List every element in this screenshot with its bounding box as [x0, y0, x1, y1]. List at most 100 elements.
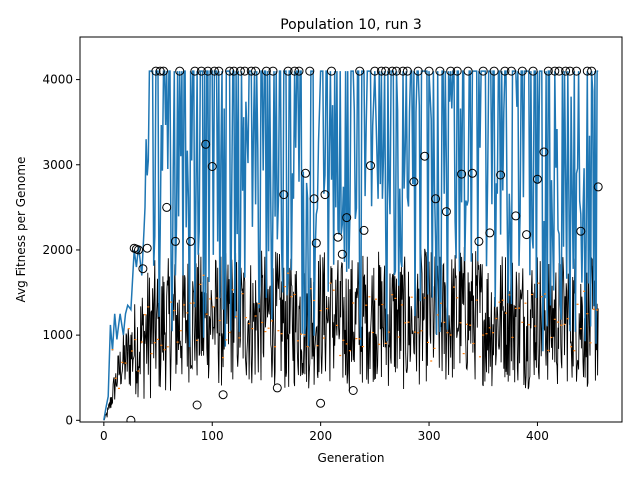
median-point: [475, 299, 478, 301]
y-tick-label: 2000: [42, 243, 73, 257]
outlier-point: [446, 66, 456, 76]
outlier-point: [435, 66, 445, 76]
median-point: [176, 341, 179, 343]
median-point: [527, 324, 530, 326]
outlier-point: [333, 232, 343, 242]
x-tick-label: 0: [100, 429, 108, 443]
median-point: [508, 294, 511, 296]
median-point: [287, 272, 290, 274]
median-point: [316, 345, 319, 347]
outlier-point: [283, 66, 293, 76]
outlier-point: [409, 177, 419, 187]
median-point: [319, 310, 322, 312]
median-point: [267, 327, 270, 329]
median-point: [248, 323, 251, 325]
median-point: [309, 288, 312, 290]
median-point: [417, 332, 420, 334]
y-tick-label: 1000: [42, 328, 73, 342]
median-point: [550, 336, 553, 339]
median-point: [579, 328, 582, 330]
median-point: [355, 338, 358, 340]
outlier-point: [268, 66, 278, 76]
median-point: [537, 282, 540, 284]
median-point: [397, 336, 400, 338]
median-point: [160, 344, 163, 346]
y-axis: 0 1000 2000 3000 4000: [42, 73, 80, 427]
outlier-point: [225, 66, 235, 76]
median-point: [254, 315, 257, 317]
outlier-point: [272, 383, 282, 393]
median-point: [514, 307, 517, 309]
outlier-point: [159, 66, 168, 76]
median-point: [270, 320, 273, 322]
outlier-point: [543, 66, 553, 76]
median-point: [589, 342, 592, 344]
median-point: [462, 353, 465, 355]
median-point: [534, 325, 537, 327]
outlier-point: [593, 182, 603, 192]
median-point: [557, 321, 559, 323]
median-point: [313, 299, 316, 302]
median-point: [485, 333, 488, 335]
median-point: [127, 328, 130, 330]
median-point: [518, 307, 520, 309]
median-point: [387, 331, 390, 333]
median-point: [407, 321, 410, 323]
outlier-point: [413, 66, 423, 76]
median-point: [348, 350, 351, 352]
outlier-point: [290, 66, 300, 76]
y-tick-label: 3000: [42, 158, 73, 172]
median-point: [264, 331, 267, 333]
median-point: [596, 309, 599, 311]
outlier-point: [582, 66, 592, 76]
median-point: [303, 334, 306, 336]
outlier-point: [305, 66, 315, 76]
median-point: [274, 346, 277, 348]
median-point: [592, 308, 595, 310]
outlier-point: [489, 66, 499, 76]
median-point: [443, 321, 446, 323]
median-point: [410, 296, 413, 298]
outlier-point: [327, 66, 336, 76]
outlier-point: [441, 207, 451, 217]
outlier-point: [320, 190, 330, 200]
median-point: [540, 296, 543, 298]
outlier-point: [387, 66, 397, 76]
outlier-point: [170, 236, 180, 246]
outlier-point: [532, 174, 542, 184]
median-point: [124, 362, 127, 364]
x-tick-label: 300: [418, 429, 441, 443]
outlier-point: [370, 66, 380, 76]
median-point: [365, 304, 368, 306]
outlier-point: [186, 236, 196, 246]
median-point: [283, 286, 286, 288]
outlier-point: [126, 415, 136, 422]
outlier-point: [478, 66, 488, 76]
outlier-point: [209, 66, 219, 76]
median-point: [511, 336, 514, 338]
median-point: [300, 333, 303, 335]
outlier-point: [457, 169, 467, 179]
median-point: [205, 313, 208, 315]
median-point: [456, 297, 459, 299]
median-point: [482, 334, 485, 336]
outlier-point: [138, 264, 148, 274]
median-point: [573, 350, 576, 352]
median-point: [505, 312, 507, 314]
median-point: [118, 387, 120, 389]
outlier-point: [522, 230, 532, 240]
median-point: [566, 318, 569, 320]
outlier-point: [565, 66, 575, 76]
median-point: [157, 338, 159, 340]
outlier-point: [196, 66, 206, 76]
outlier-point: [506, 66, 516, 76]
median-point: [521, 321, 524, 323]
outlier-point: [587, 66, 597, 76]
outlier-point: [337, 249, 347, 259]
median-point: [202, 274, 205, 276]
outlier-point: [214, 66, 224, 76]
outlier-point: [500, 66, 510, 76]
median-point: [498, 301, 501, 303]
outlier-point: [218, 390, 228, 400]
median-point: [400, 304, 403, 306]
